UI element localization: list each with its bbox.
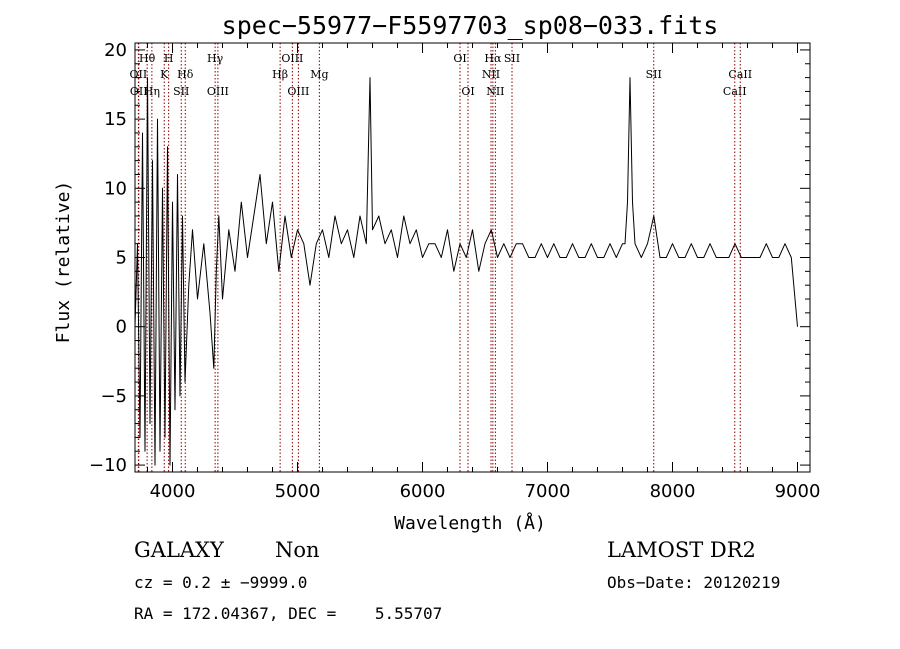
line-marker-label: SII xyxy=(646,68,662,81)
y-tick-label: 0 xyxy=(116,317,127,338)
spectrum-line xyxy=(134,77,798,466)
line-marker-label: NII xyxy=(486,85,504,98)
survey-name: LAMOST DR2 xyxy=(607,538,756,562)
line-marker-label: OI xyxy=(461,85,474,98)
line-marker-label: K xyxy=(160,68,169,81)
line-marker-label: Hδ xyxy=(177,68,194,81)
x-tick-label: 9000 xyxy=(775,481,821,502)
line-marker-label: CaII xyxy=(723,85,747,98)
y-axis-label: Flux (relative) xyxy=(53,181,74,344)
line-marker-label: OIII xyxy=(207,85,229,98)
chart-title: spec−55977−F5597703_sp08−033.fits xyxy=(222,11,719,40)
y-tick-label: 20 xyxy=(104,40,127,61)
axis-ticks: 4000 5000 6000 7000 8000 9000 −10 −5 0 5 10 15 20 xyxy=(89,40,820,502)
spectrum-series-layer xyxy=(134,77,798,466)
line-marker-label: Hα xyxy=(484,52,502,65)
line-marker-label: SII xyxy=(173,85,189,98)
x-tick-label: 6000 xyxy=(400,481,446,502)
object-subclass: Non xyxy=(275,538,320,562)
object-class: GALAXY xyxy=(134,538,224,562)
y-tick-label: 15 xyxy=(104,109,127,130)
line-marker-label: OIII xyxy=(287,85,309,98)
line-marker-label: CaII xyxy=(728,68,752,81)
obs-date: Obs−Date: 20120219 xyxy=(607,573,781,592)
line-marker-label: Mg xyxy=(310,68,328,81)
x-tick-label: 8000 xyxy=(650,481,696,502)
line-marker-label: Hη xyxy=(144,85,160,98)
redshift-line: cz = 0.2 ± −9999.0 xyxy=(134,573,308,592)
line-marker-label: Hγ xyxy=(207,52,224,65)
line-marker-label: Hβ xyxy=(272,68,288,81)
x-tick-label: 7000 xyxy=(525,481,571,502)
line-marker-label: OI xyxy=(453,52,466,65)
line-marker-label: SII xyxy=(504,52,520,65)
x-tick-label: 5000 xyxy=(275,481,321,502)
line-marker-label: H xyxy=(164,52,174,65)
coordinates-line: RA = 172.04367, DEC = 5.55707 xyxy=(134,604,443,623)
line-marker-label: OIII xyxy=(281,52,303,65)
y-tick-label: −5 xyxy=(100,386,127,407)
y-tick-label: 5 xyxy=(116,248,127,269)
line-marker-label: NII xyxy=(482,68,500,81)
y-tick-label: 10 xyxy=(104,178,127,199)
y-tick-label: −10 xyxy=(89,455,127,476)
line-marker-label: Hθ xyxy=(139,52,156,65)
x-axis-label: Wavelength (Å) xyxy=(394,512,546,534)
x-tick-label: 4000 xyxy=(150,481,196,502)
